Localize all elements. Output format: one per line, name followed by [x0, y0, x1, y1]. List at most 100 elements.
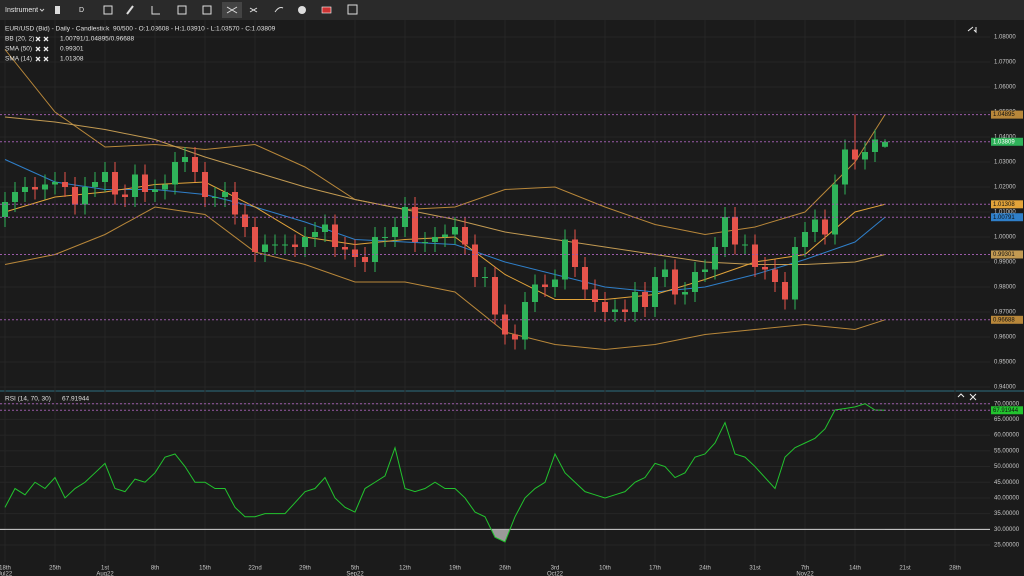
candle-body	[532, 284, 538, 302]
price-tag	[991, 315, 1023, 324]
y-tick-label: 0.99000	[994, 260, 1016, 266]
panel-controls[interactable]	[957, 393, 977, 401]
layout-icon[interactable]	[202, 5, 212, 15]
candle-body	[642, 292, 648, 307]
y-tick-label: 30.00000	[994, 527, 1020, 533]
candle-body	[452, 227, 458, 235]
candle-body	[242, 214, 248, 227]
save-icon[interactable]	[177, 5, 187, 15]
indicator-icon[interactable]	[103, 5, 113, 15]
legend-icons	[35, 56, 49, 62]
candle-body	[522, 302, 528, 340]
candle-body	[722, 217, 728, 247]
legend-name: SMA (14)	[5, 56, 32, 63]
chart-type-icon[interactable]	[55, 6, 60, 14]
y-tick-label: 65.00000	[994, 417, 1020, 423]
x-tick-label: 18th	[0, 566, 11, 572]
x-month-label: Jul22	[0, 572, 13, 576]
candle-body	[82, 187, 88, 205]
candle-body	[312, 232, 318, 237]
candle-body	[272, 244, 278, 246]
candle-body	[52, 182, 58, 185]
candle-body	[422, 242, 428, 243]
y-tick-label: 1.07000	[994, 60, 1016, 66]
period-menu[interactable]: D	[79, 7, 84, 14]
candle-body	[612, 309, 618, 312]
y-tick-label: 0.94000	[994, 385, 1016, 391]
x-tick-label: 15th	[199, 566, 211, 572]
candle-body	[352, 249, 358, 257]
draw-icon[interactable]	[126, 5, 134, 15]
y-tick-label: 25.00000	[994, 543, 1020, 549]
share-icon[interactable]	[274, 7, 284, 13]
oversold-area	[491, 529, 510, 542]
x-tick-label: 22nd	[248, 566, 261, 572]
candle-body	[382, 237, 388, 238]
x-tick-label: 12th	[399, 566, 411, 572]
instrument-menu[interactable]: Instrument	[5, 7, 38, 14]
x-tick-label: 24th	[699, 566, 711, 572]
candle-body	[102, 172, 108, 182]
x-tick-label: 28th	[949, 566, 961, 572]
x-tick-label: 17th	[649, 566, 661, 572]
candle-body	[392, 227, 398, 237]
candle-body	[702, 269, 708, 272]
candle-body	[812, 219, 818, 232]
tool-icon[interactable]	[151, 6, 160, 15]
candle-body	[832, 184, 838, 235]
candle-body	[852, 149, 858, 160]
candle-body	[332, 224, 338, 247]
theme-icon[interactable]	[298, 6, 306, 14]
candle-body	[252, 227, 258, 252]
y-tick-label: 1.04000	[994, 135, 1016, 141]
candle-body	[432, 237, 438, 242]
compare-icon[interactable]	[249, 7, 258, 13]
x-tick-label: 1st	[101, 566, 109, 572]
candle-body	[72, 187, 78, 205]
candle-body	[412, 207, 418, 242]
x-tick-label: 26th	[499, 566, 511, 572]
price-tag-label: 0.96688	[993, 317, 1015, 323]
candle-body	[232, 192, 238, 215]
toolbar-bg	[0, 0, 1024, 20]
x-tick-label: 5th	[351, 566, 359, 572]
candle-body	[182, 157, 188, 162]
indicator-line	[4, 206, 886, 351]
candle-body	[732, 217, 738, 245]
language-flag[interactable]	[321, 6, 332, 14]
candle-body	[282, 244, 288, 246]
x-tick-label: 19th	[449, 566, 461, 572]
candle-body	[212, 197, 218, 198]
settings-icon[interactable]	[347, 4, 358, 15]
y-tick-label: 35.00000	[994, 511, 1020, 517]
x-tick-label: 3rd	[551, 566, 560, 572]
x-tick-label: 8th	[151, 566, 159, 572]
x-tick-label: 29th	[299, 566, 311, 572]
candle-body	[592, 289, 598, 302]
candle-body	[822, 219, 828, 235]
candle-body	[602, 302, 608, 312]
y-tick-label: 1.06000	[994, 85, 1016, 91]
candle-body	[372, 237, 378, 262]
y-tick-label: 1.08000	[994, 35, 1016, 41]
candle-body	[12, 192, 18, 202]
candle-body	[302, 237, 308, 247]
y-tick-label: 45.00000	[994, 480, 1020, 486]
legend-value: 1.00791/1.04895/0.96688	[60, 36, 134, 43]
candle-body	[32, 187, 38, 190]
candle-body	[742, 244, 748, 246]
candle-body	[682, 292, 688, 295]
candle-body	[2, 202, 8, 217]
x-month-label: Oct22	[547, 572, 564, 576]
candle-body	[112, 172, 118, 195]
candle-body	[192, 157, 198, 172]
legend-name: SMA (50)	[5, 46, 32, 53]
candle-body	[752, 244, 758, 267]
chart-controls[interactable]	[967, 26, 977, 34]
fullscreen-icon	[226, 6, 238, 14]
candle-body	[632, 292, 638, 312]
x-month-label: Nov22	[796, 572, 814, 576]
candle-body	[572, 239, 578, 267]
candle-body	[262, 244, 268, 252]
indicator-line	[4, 49, 886, 236]
